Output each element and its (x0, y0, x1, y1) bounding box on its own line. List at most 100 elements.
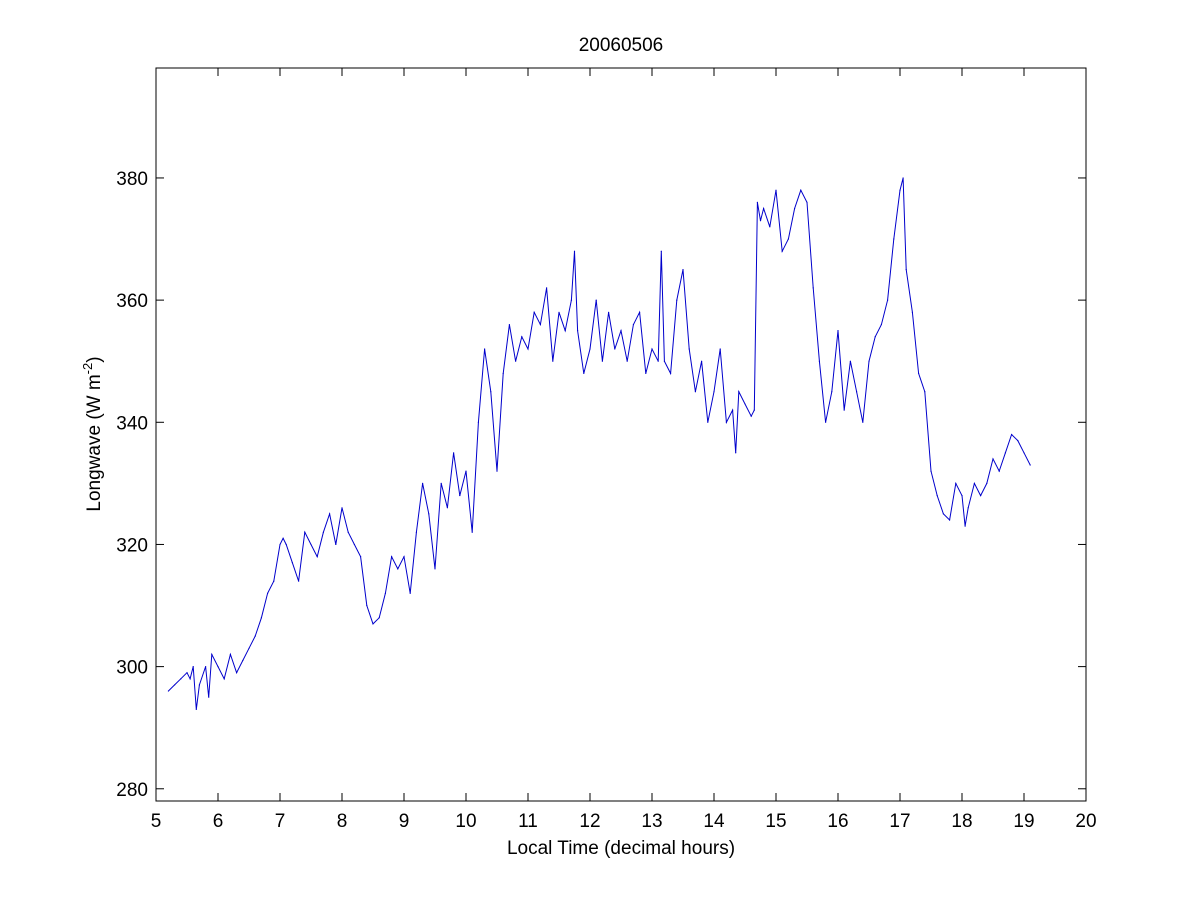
data-point (719, 348, 721, 350)
data-point (552, 360, 554, 362)
data-point (632, 323, 635, 326)
data-point (465, 470, 467, 472)
data-point (756, 201, 759, 203)
data-point (329, 513, 331, 515)
data-point (856, 391, 858, 393)
data-point (787, 238, 790, 240)
data-point (298, 580, 300, 582)
x-axis-label: Local Time (decimal hours) (507, 838, 735, 859)
data-point (818, 360, 821, 362)
data-point (267, 592, 269, 594)
data-point (973, 482, 976, 484)
data-point (763, 207, 765, 210)
data-point (1011, 433, 1013, 436)
data-point (1029, 464, 1031, 466)
data-point (546, 287, 548, 289)
data-point (800, 189, 802, 191)
y-tick-label: 280 (116, 780, 148, 801)
y-tick-label: 340 (116, 413, 148, 434)
x-tick-label: 19 (1013, 811, 1034, 832)
x-tick-label: 8 (337, 811, 348, 832)
data-point (440, 482, 442, 484)
data-point (539, 323, 542, 326)
data-point (533, 311, 535, 313)
data-point (397, 568, 399, 570)
data-point (595, 299, 597, 301)
x-tick-label: 12 (579, 811, 600, 832)
data-point (273, 580, 275, 582)
data-point (291, 562, 293, 564)
data-point (738, 391, 740, 393)
x-tick-label: 14 (703, 811, 725, 832)
data-point (955, 482, 957, 484)
data-point (248, 647, 250, 649)
data-point (446, 507, 448, 509)
y-tick-label: 320 (116, 535, 148, 556)
data-point (229, 653, 231, 656)
data-point (806, 201, 808, 203)
data-point (831, 391, 833, 393)
data-point (521, 336, 523, 338)
data-point (502, 372, 504, 375)
data-point (601, 360, 604, 362)
data-point (570, 299, 573, 301)
x-tick-label: 20 (1075, 811, 1096, 832)
data-point (459, 494, 461, 497)
data-point (639, 311, 641, 313)
data-point (260, 617, 262, 619)
y-tick-label: 360 (116, 291, 148, 312)
data-point (589, 348, 591, 350)
data-point (657, 360, 659, 362)
data-point (942, 513, 945, 515)
data-point (626, 360, 628, 362)
data-point (924, 391, 926, 393)
data-point (825, 421, 827, 423)
data-point (682, 268, 684, 271)
data-point (186, 672, 188, 674)
data-point (180, 678, 182, 680)
data-point (843, 409, 845, 411)
data-point (360, 556, 362, 558)
data-point (189, 678, 191, 680)
x-tick-label: 9 (399, 811, 410, 832)
data-point (236, 672, 238, 674)
plot-area (155, 67, 1087, 802)
y-axis-label-main: Longwave (W m (84, 374, 105, 511)
data-point (967, 507, 969, 509)
data-point (1004, 452, 1007, 454)
data-point (391, 556, 393, 558)
data-point (794, 207, 796, 210)
x-tick-label: 15 (765, 811, 786, 832)
data-point (242, 659, 244, 662)
data-point (902, 177, 904, 179)
x-tick-label: 11 (518, 811, 538, 832)
data-point (422, 482, 424, 484)
data-point (930, 470, 932, 472)
data-point (905, 268, 907, 271)
data-point (992, 458, 994, 460)
x-tick-label: 6 (213, 811, 224, 832)
data-point (310, 543, 312, 546)
data-point (573, 250, 576, 252)
data-point (880, 323, 883, 326)
x-tick-label: 10 (455, 811, 476, 832)
data-point (986, 482, 988, 484)
data-point (192, 666, 194, 668)
data-point (874, 336, 876, 338)
data-point (198, 684, 200, 686)
data-point (620, 330, 622, 332)
y-axis-label-close: ) (84, 356, 105, 362)
data-point (366, 604, 368, 607)
data-point (918, 372, 920, 375)
x-tick-label: 5 (151, 811, 162, 832)
x-tick-label: 18 (951, 811, 972, 832)
data-point (577, 330, 579, 332)
data-point (403, 556, 405, 558)
data-point (378, 617, 380, 619)
data-point (195, 708, 197, 710)
data-point (725, 421, 728, 423)
ticks-layer: 5 6 7 8 9 10 11 12 13 14 15 16 17 18 19 20 280 300 320 340 3… (116, 68, 1097, 832)
data-point (849, 360, 852, 362)
data-point (781, 250, 783, 252)
